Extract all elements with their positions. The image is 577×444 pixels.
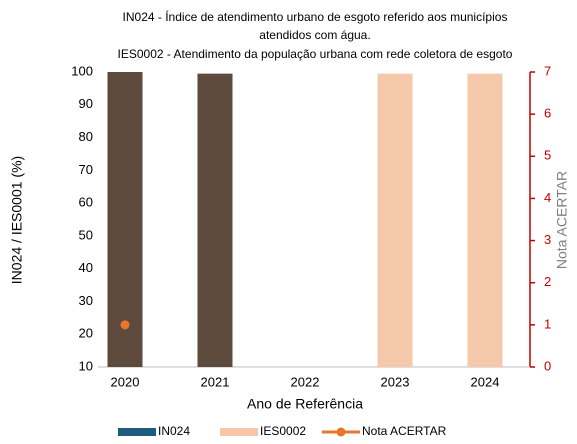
y2-tick-label: 6 xyxy=(544,106,551,121)
y2-tick-label: 3 xyxy=(544,232,551,247)
y-tick-label: 40 xyxy=(79,260,93,275)
point xyxy=(120,320,130,330)
legend-label: Nota ACERTAR xyxy=(362,424,447,438)
legend-swatch xyxy=(336,427,346,437)
y2-tick-label: 1 xyxy=(544,316,551,331)
y-axis-label: IN024 / IES0001 (%) xyxy=(9,156,25,284)
x-tick-label: 2024 xyxy=(471,374,500,389)
legend-label: IN024 xyxy=(158,424,190,438)
legend-swatch xyxy=(118,428,156,436)
y-tick-label: 70 xyxy=(79,162,93,177)
x-tick-label: 2020 xyxy=(111,374,140,389)
y2-tick-label: 4 xyxy=(544,190,551,205)
x-axis-label: Ano de Referência xyxy=(247,396,363,412)
y-tick-label: 60 xyxy=(79,195,93,210)
x-tick-label: 2022 xyxy=(291,374,320,389)
y2-tick-label: 2 xyxy=(544,274,551,289)
y-tick-label: 20 xyxy=(79,326,93,341)
y2-tick-label: 5 xyxy=(544,148,551,163)
bar xyxy=(377,73,413,367)
y2-tick-label: 7 xyxy=(544,63,551,78)
chart-title: atendidos com água. xyxy=(259,28,370,42)
x-tick-label: 2021 xyxy=(201,374,230,389)
chart-title: IN024 - Índice de atendimento urbano de … xyxy=(123,9,508,24)
y2-tick-label: 0 xyxy=(544,358,551,373)
legend-swatch xyxy=(220,428,258,436)
legend-label: IES0002 xyxy=(260,424,306,438)
bar xyxy=(197,73,233,367)
y2-axis-label: Nota ACERTAR xyxy=(554,171,570,269)
y-tick-label: 30 xyxy=(79,293,93,308)
bar xyxy=(107,72,143,367)
y-tick-label: 10 xyxy=(79,358,93,373)
chart-subtitle: IES0002 - Atendimento da população urban… xyxy=(118,47,513,61)
y-tick-label: 80 xyxy=(79,129,93,144)
x-tick-label: 2023 xyxy=(381,374,410,389)
y-tick-label: 90 xyxy=(79,96,93,111)
y-tick-label: 100 xyxy=(71,63,93,78)
y-tick-label: 50 xyxy=(79,227,93,242)
bar xyxy=(467,73,503,367)
